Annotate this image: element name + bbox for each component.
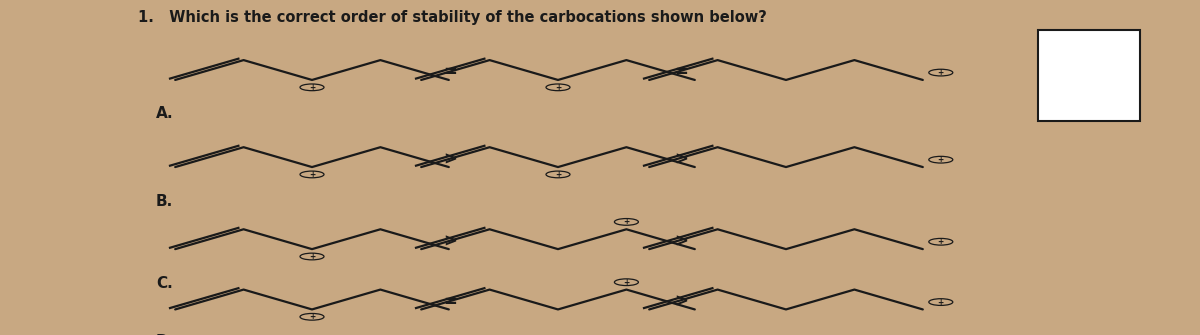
Text: +: + bbox=[937, 297, 944, 307]
Text: >: > bbox=[443, 150, 457, 168]
Text: B.: B. bbox=[156, 194, 173, 208]
Text: +: + bbox=[308, 312, 316, 321]
Text: +: + bbox=[308, 83, 316, 92]
Text: =: = bbox=[443, 292, 457, 311]
FancyBboxPatch shape bbox=[1038, 30, 1140, 121]
Text: +: + bbox=[554, 170, 562, 179]
Text: =: = bbox=[674, 63, 689, 81]
Text: D.: D. bbox=[156, 334, 174, 335]
Text: +: + bbox=[937, 155, 944, 164]
Text: C.: C. bbox=[156, 276, 173, 290]
Text: +: + bbox=[554, 83, 562, 92]
Text: +: + bbox=[623, 217, 630, 226]
Text: 1.   Which is the correct order of stability of the carbocations shown below?: 1. Which is the correct order of stabili… bbox=[138, 10, 767, 25]
Text: =: = bbox=[443, 63, 457, 81]
Text: +: + bbox=[623, 278, 630, 287]
Text: +: + bbox=[937, 237, 944, 246]
Text: >: > bbox=[443, 232, 457, 250]
Text: >: > bbox=[674, 232, 689, 250]
Text: +: + bbox=[308, 170, 316, 179]
Text: A.: A. bbox=[156, 107, 174, 121]
Text: +: + bbox=[308, 252, 316, 261]
Text: >: > bbox=[674, 150, 689, 168]
Text: +: + bbox=[937, 68, 944, 77]
Text: >: > bbox=[674, 292, 689, 311]
